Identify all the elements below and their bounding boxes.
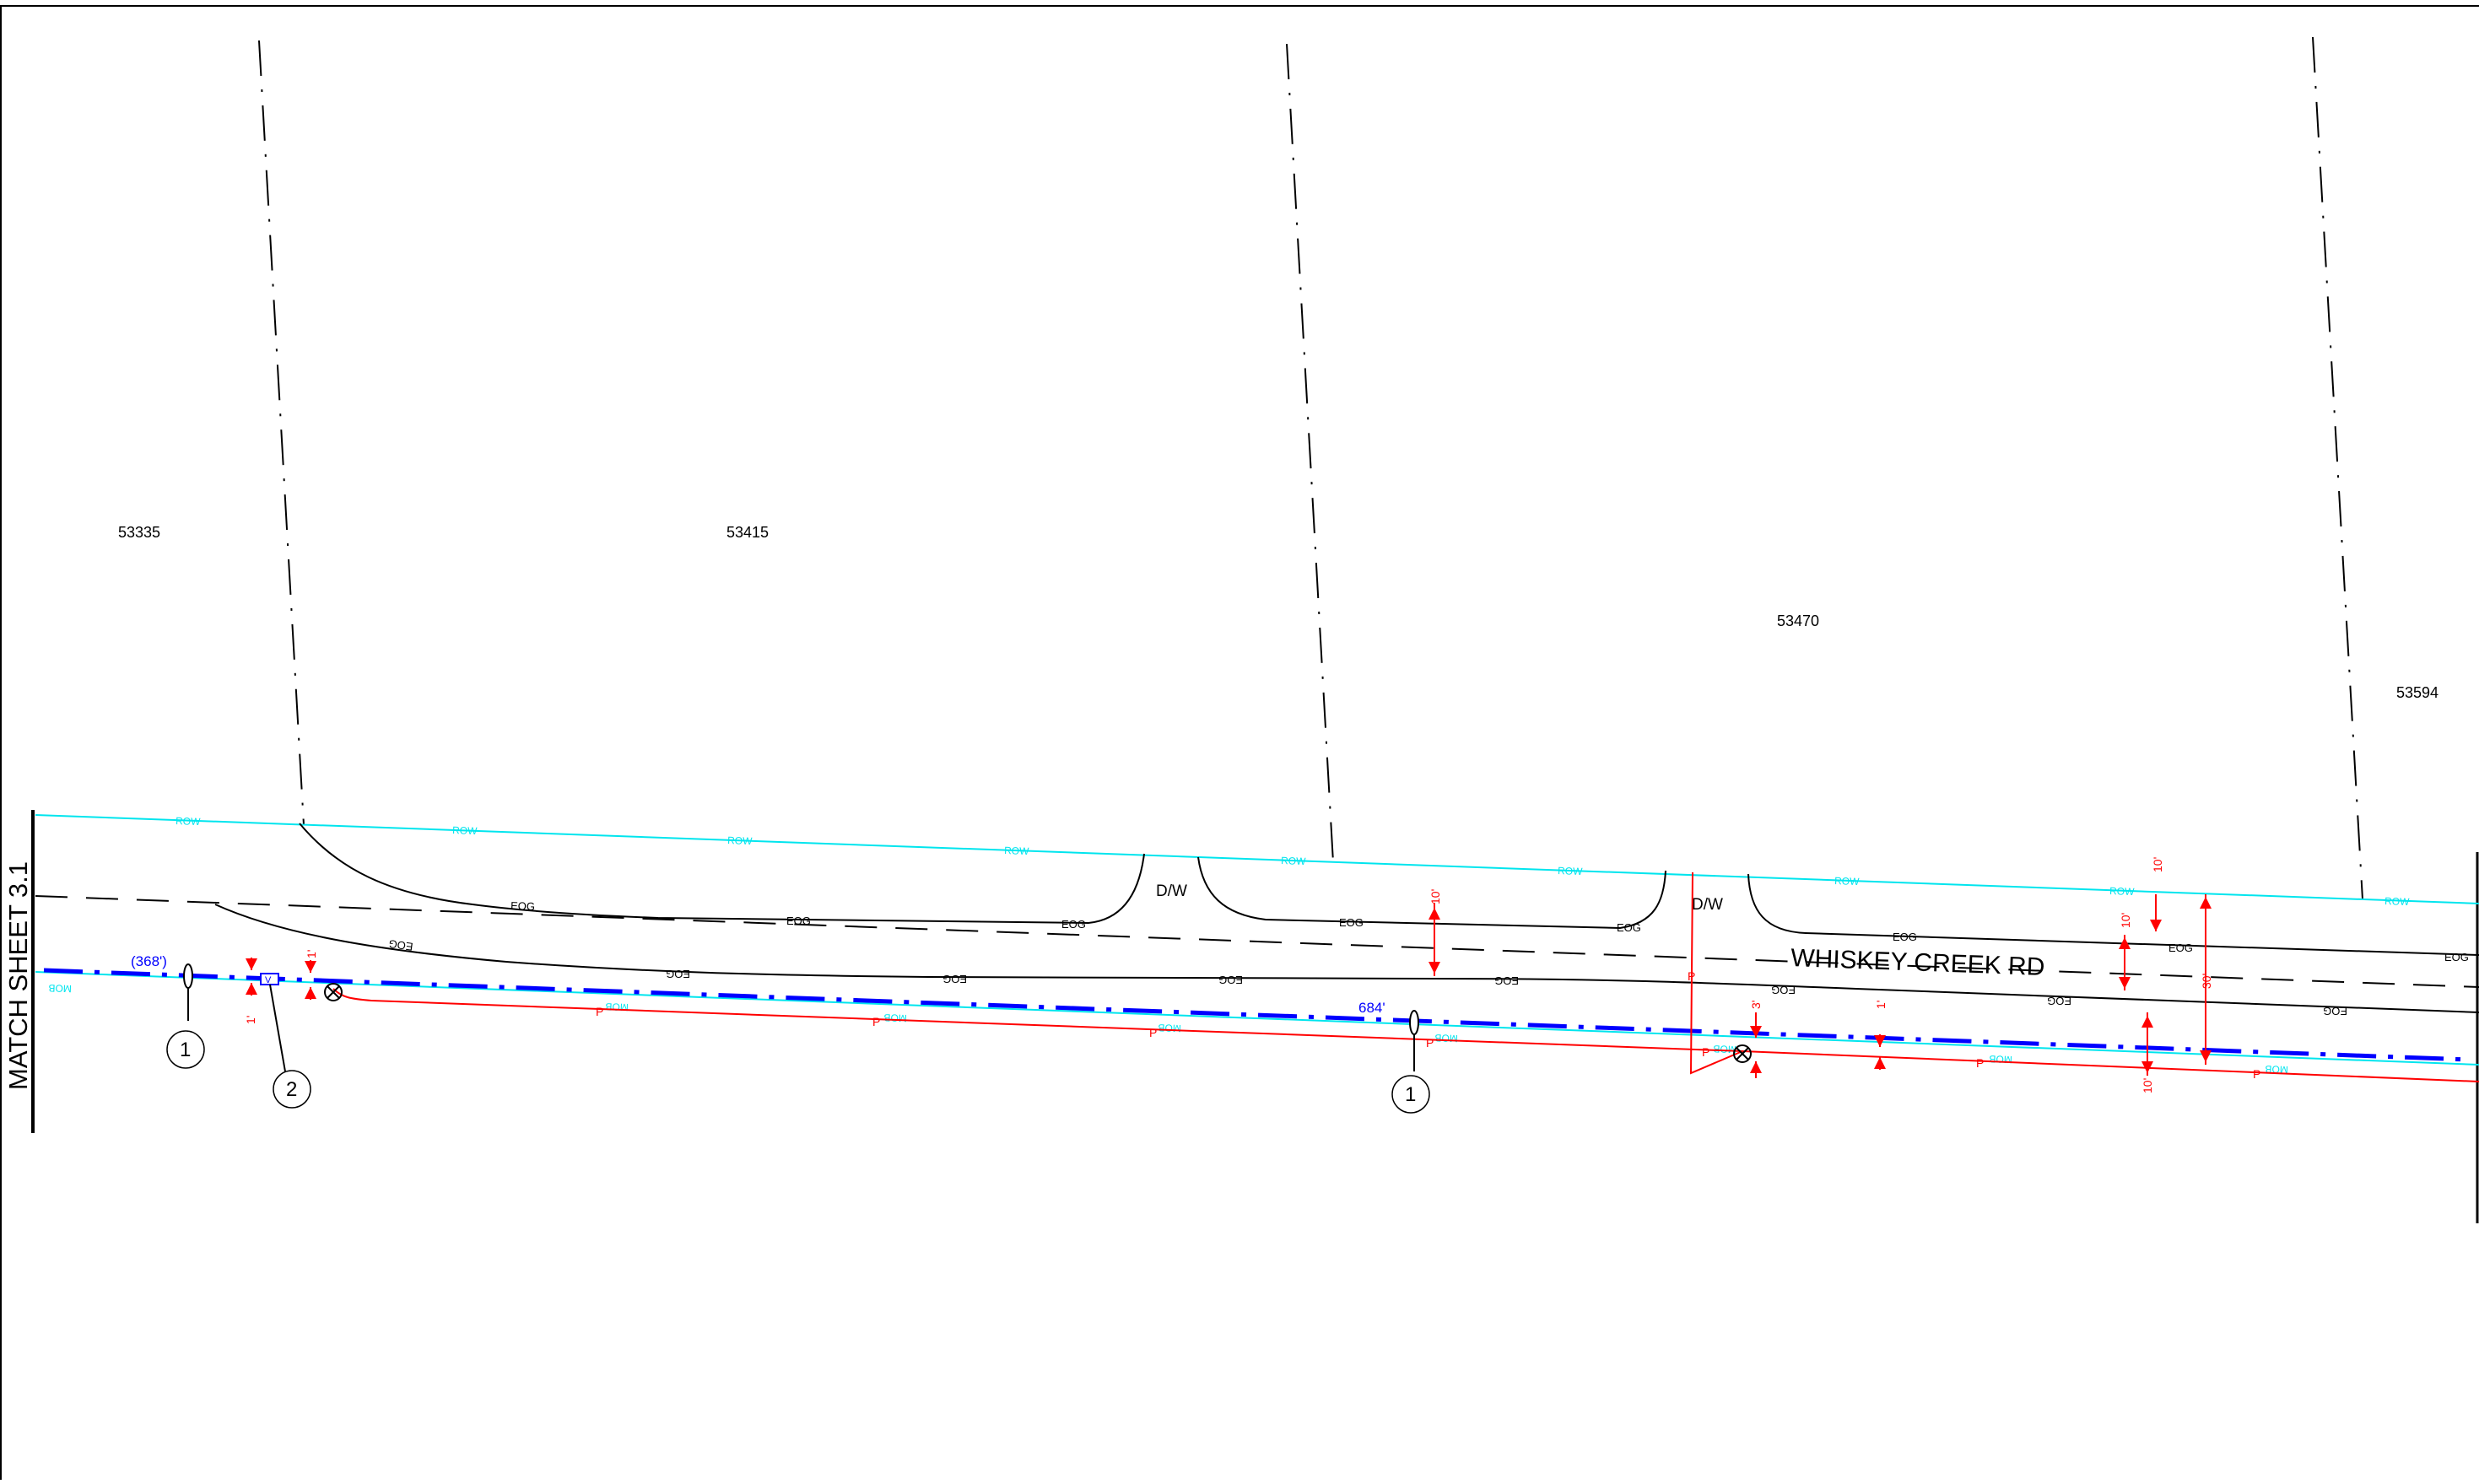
property-line-3 [2312, 36, 2363, 900]
eog-label: EOG [1494, 974, 1519, 987]
match-line: MATCH SHEET 3.1 [3, 810, 35, 1133]
parcel-number: 53470 [1777, 612, 1819, 629]
eog-label: EOG [786, 915, 811, 927]
eog-label: EOG [510, 899, 535, 913]
row-label: ROW [1281, 855, 1306, 867]
eog-label: EOG [1893, 931, 1917, 943]
edge-of-gravel-north [299, 823, 2479, 956]
station-label: (368') [131, 953, 167, 969]
mob-label: MOB [883, 1012, 907, 1024]
dimension-label: 3' [1749, 1001, 1763, 1009]
dimension-label: 1' [244, 1016, 257, 1024]
dimension-label: 10' [2119, 913, 2132, 928]
pole-crossed-circle-icon [324, 983, 343, 1001]
handhole-ellipse-icon [1409, 1010, 1419, 1071]
power-label: P [1426, 1036, 1434, 1050]
vault-letter: V [265, 975, 272, 985]
mob-label: MOB [1989, 1053, 2012, 1066]
dimension-arrow-icon [246, 894, 2212, 1078]
driveway-label: D/W [1156, 882, 1187, 900]
road-centerline [35, 895, 2479, 988]
dimension-label: 10' [2141, 1078, 2154, 1093]
vault-box-icon: V [260, 973, 286, 1072]
right-of-way-line: ROW ROW ROW ROW ROW ROW ROW ROW ROW [35, 814, 2479, 908]
callout-bubble: 1 [166, 1030, 205, 1069]
row-label: ROW [1558, 865, 1583, 877]
row-label: ROW [176, 815, 201, 828]
parcel-number: 53415 [726, 524, 769, 541]
road-name: WHISKEY CREEK RD [1790, 944, 2045, 981]
property-line-2 [1286, 43, 1334, 863]
eog-label: EOG [2323, 1005, 2347, 1017]
pole-crossed-circle-icon [1733, 1044, 1752, 1063]
power-label: P [1149, 1026, 1157, 1039]
eog-label: EOG [1218, 974, 1243, 986]
mob-label: MOB [1158, 1022, 1181, 1034]
row-label: ROW [2109, 885, 2135, 898]
dimension-label: 1' [1874, 1001, 1888, 1009]
row-label: ROW [452, 824, 478, 837]
eog-label: EOG [1339, 916, 1364, 929]
power-label: P [596, 1005, 603, 1018]
mob-label: MOB [605, 1001, 629, 1013]
dimension-label: 30' [2200, 974, 2213, 989]
eog-label: EOG [1617, 921, 1641, 934]
eog-label: EOG [2047, 995, 2071, 1007]
handhole-ellipse-icon [183, 963, 193, 1021]
mob-label: MOB [48, 982, 72, 995]
parcel-labels: 53335 53415 53470 53594 [118, 524, 2438, 701]
power-line [332, 872, 2479, 1082]
callout-number: 1 [180, 1039, 191, 1061]
power-label: P [1702, 1045, 1709, 1059]
row-label: ROW [1834, 875, 1860, 888]
eog-label: EOG [2168, 942, 2193, 954]
callout-bubble: 1 [1391, 1075, 1430, 1114]
power-label: P [872, 1015, 880, 1028]
parcel-number: 53335 [118, 524, 160, 541]
mob-label: MOB [1713, 1043, 1736, 1055]
eog-label: EOG [388, 937, 414, 953]
driveway-label: D/W [1692, 896, 1723, 914]
property-lines [258, 36, 2363, 900]
eog-label: EOG [2444, 951, 2469, 963]
mob-line: MOB MOB MOB MOB MOB MOB MOB MOB [35, 971, 2479, 1076]
proposed-fiber-route: (368') 684' [43, 953, 2469, 1062]
dimension-label: 1' [305, 950, 318, 958]
callout-bubble: 2 [273, 1070, 311, 1109]
sheet-border [0, 5, 2479, 1480]
dimension-label: 10' [1429, 889, 1442, 904]
mob-label: MOB [1434, 1032, 1458, 1044]
parcel-number: 53594 [2396, 684, 2438, 701]
property-line-1 [258, 40, 305, 826]
eog-label: EOG [942, 973, 967, 985]
edge-of-gravel-south [214, 904, 2479, 1013]
station-label: 684' [1358, 1000, 1385, 1016]
eog-label: EOG [1061, 918, 1086, 931]
power-label: P [1688, 969, 1695, 983]
eog-label: EOG [666, 968, 690, 980]
callout-number: 2 [286, 1078, 297, 1101]
row-label: ROW [727, 834, 753, 847]
eog-label: EOG [1771, 984, 1796, 996]
row-label: ROW [1004, 845, 1029, 857]
row-label: ROW [2384, 895, 2410, 908]
power-label: P [2253, 1067, 2260, 1081]
match-sheet-label: MATCH SHEET 3.1 [3, 861, 33, 1090]
callout-number: 1 [1405, 1083, 1416, 1106]
power-label: P [1976, 1056, 1984, 1070]
dimension-label: 10' [2151, 857, 2164, 872]
